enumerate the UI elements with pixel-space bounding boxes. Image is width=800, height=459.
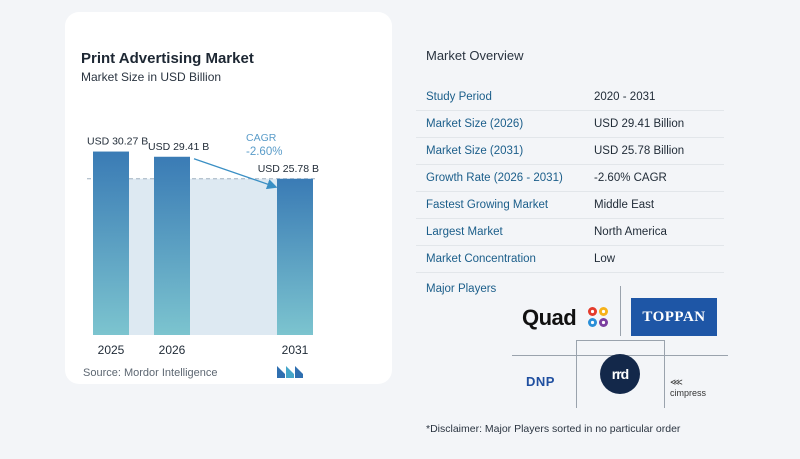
- overview-row: Fastest Growing Market Middle East: [416, 192, 724, 219]
- overview-key: Study Period: [426, 91, 492, 103]
- bar-value-label: USD 25.78 B: [258, 163, 319, 175]
- toppan-logo: TOPPAN: [631, 298, 717, 336]
- reference-band: [93, 178, 313, 335]
- overview-key: Fastest Growing Market: [426, 199, 549, 211]
- bar-2031: [277, 178, 313, 335]
- logo-divider: [664, 340, 665, 408]
- x-tick-label: 2025: [98, 343, 125, 357]
- cimpress-logo: ⋘ cimpress: [670, 377, 706, 398]
- logo-divider: [576, 340, 577, 408]
- overview-row: Market Concentration Low: [416, 246, 724, 273]
- chart-subtitle: Market Size in USD Billion: [81, 70, 222, 84]
- cimpress-chevron-icon: ⋘: [670, 377, 683, 387]
- overview-key: Market Size (2026): [426, 118, 524, 130]
- overview-key: Market Concentration: [426, 253, 536, 265]
- overview-value: USD 29.41 Billion: [594, 118, 685, 130]
- overview-key: Market Size (2031): [426, 145, 524, 157]
- players-title: Major Players: [426, 283, 497, 295]
- rrd-logo: rrd: [600, 354, 640, 394]
- disclaimer: *Disclaimer: Major Players sorted in no …: [426, 423, 681, 435]
- x-tick-label: 2031: [282, 343, 309, 357]
- bar-value-label: USD 29.41 B: [148, 141, 209, 153]
- quad-dots-icon: [588, 307, 608, 327]
- quad-logo: Quad: [522, 305, 577, 330]
- overview-panel: Market Overview Study Period 2020 - 2031 M…: [416, 0, 800, 459]
- overview-value: Low: [594, 253, 616, 265]
- overview-value: 2020 - 2031: [594, 91, 656, 103]
- bar-2026: [154, 156, 190, 335]
- cagr-label: CAGR: [246, 132, 277, 144]
- overview-title: Market Overview: [426, 48, 524, 63]
- bar-chart: USD 30.27 B 2025 USD 29.41 B 2026 USD 25.78 …: [87, 132, 319, 357]
- overview-value: USD 25.78 Billion: [594, 145, 685, 157]
- cagr-value: -2.60%: [246, 146, 282, 158]
- dnp-logo: DNP: [526, 374, 555, 389]
- overview-key: Growth Rate (2026 - 2031): [426, 172, 563, 184]
- overview-row: Study Period 2020 - 2031: [416, 84, 724, 111]
- bar-2025: [93, 151, 129, 335]
- logo-divider: [576, 340, 664, 341]
- overview-value: North America: [594, 226, 667, 238]
- overview-row: Growth Rate (2026 - 2031) -2.60% CAGR: [416, 165, 724, 192]
- cimpress-label: cimpress: [670, 388, 707, 398]
- chart-title: Print Advertising Market: [81, 50, 254, 67]
- cagr-arrow: [193, 158, 278, 190]
- overview-row: Largest Market North America: [416, 219, 724, 246]
- overview-value: -2.60% CAGR: [594, 172, 667, 184]
- overview-row: Market Size (2031) USD 25.78 Billion: [416, 138, 724, 165]
- mordor-logo-icon: [277, 366, 303, 378]
- overview-key: Largest Market: [426, 226, 503, 238]
- chart-card: Print Advertising Market Market Size in …: [65, 12, 392, 384]
- overview-row: Market Size (2026) USD 29.41 Billion: [416, 111, 724, 138]
- logo-divider: [620, 286, 621, 336]
- x-tick-label: 2026: [159, 343, 186, 357]
- bar-value-label: USD 30.27 B: [87, 136, 148, 148]
- overview-value: Middle East: [594, 199, 655, 211]
- source-note: Source: Mordor Intelligence: [83, 367, 218, 379]
- overview-table: Study Period 2020 - 2031 Market Size (2026…: [416, 84, 724, 273]
